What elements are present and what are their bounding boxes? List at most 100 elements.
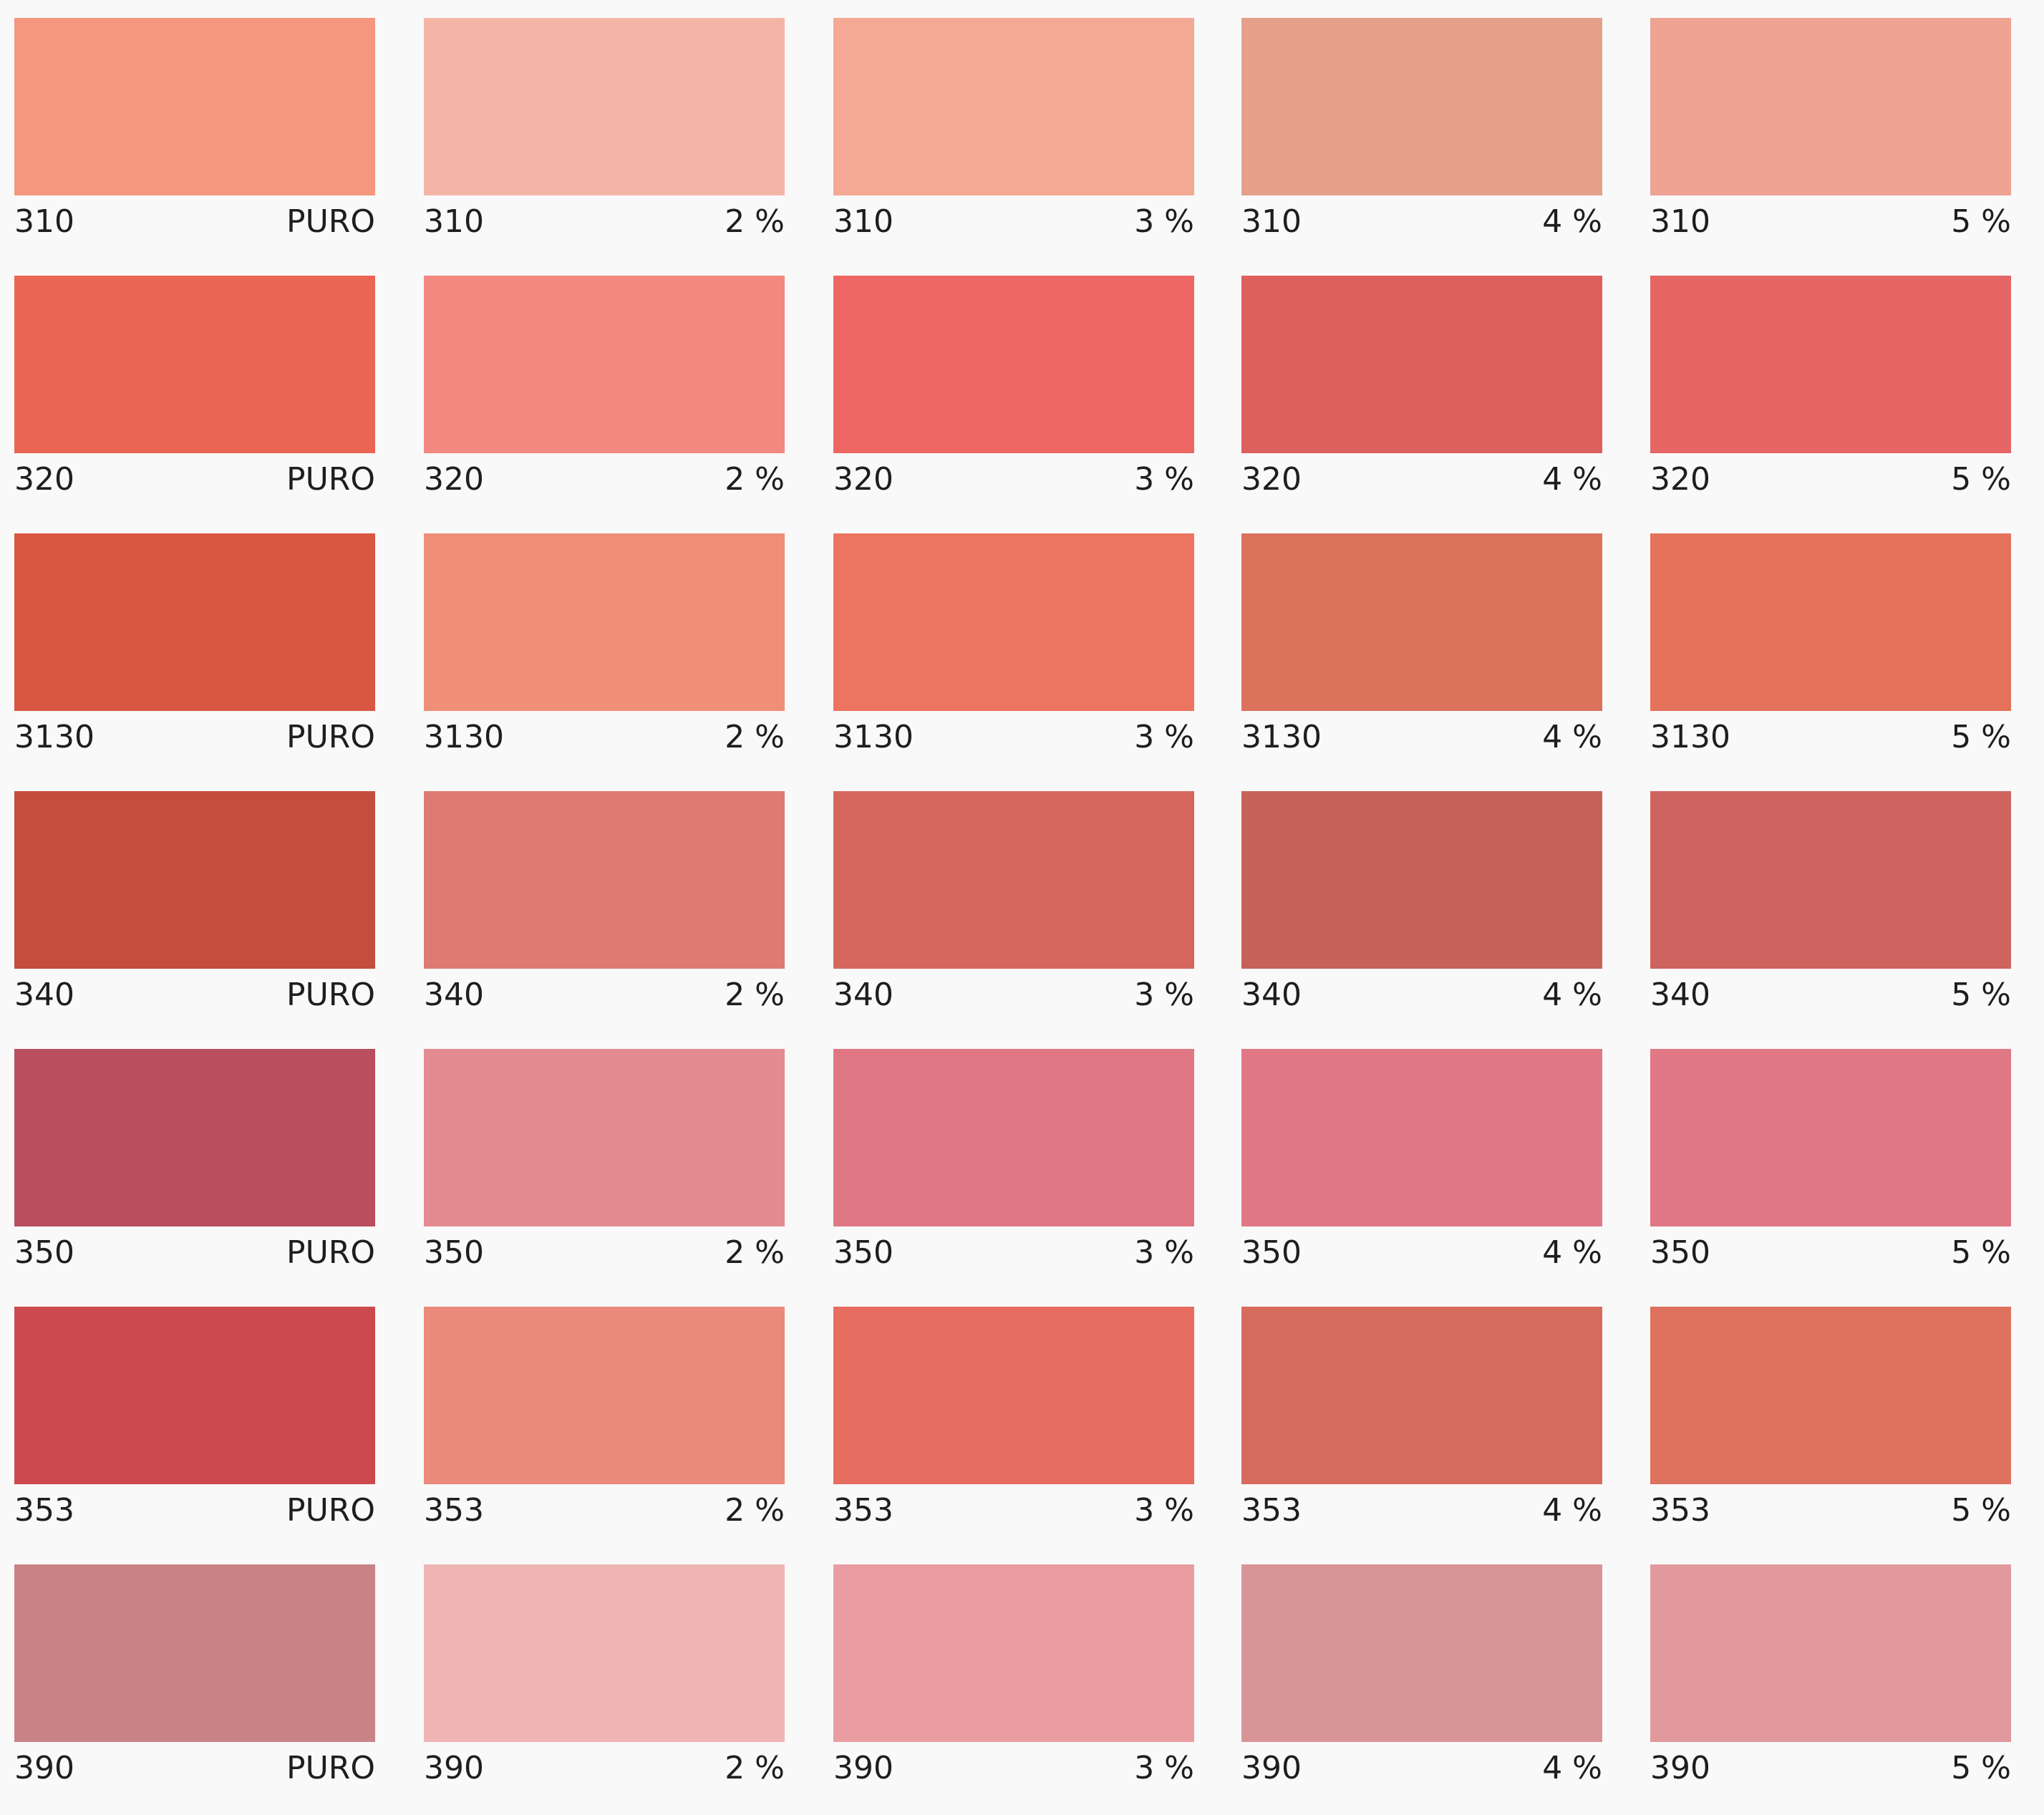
swatch-card: 3130 5 %: [1650, 533, 2011, 755]
dilution-label: PURO: [286, 1234, 375, 1271]
swatch-card: 3130 PURO: [14, 533, 375, 755]
swatch: [1650, 1049, 2011, 1226]
swatch: [833, 791, 1194, 969]
swatch-labels: 353 2 %: [424, 1493, 785, 1529]
swatch: [14, 1564, 375, 1742]
swatch-labels: 353 5 %: [1650, 1493, 2011, 1529]
swatch-card: 390 5 %: [1650, 1564, 2011, 1786]
swatch-card: 390 3 %: [833, 1564, 1194, 1786]
swatch-labels: 3130 2 %: [424, 720, 785, 755]
dilution-label: PURO: [286, 1492, 375, 1529]
dilution-label: 4 %: [1542, 461, 1602, 498]
swatch: [1650, 276, 2011, 453]
swatch-card: 320 5 %: [1650, 276, 2011, 498]
swatch-labels: 320 2 %: [424, 462, 785, 498]
swatch: [833, 276, 1194, 453]
swatch-card: 350 5 %: [1650, 1049, 2011, 1271]
color-code: 350: [424, 1234, 484, 1271]
dilution-label: 4 %: [1542, 977, 1602, 1013]
swatch-labels: 3130 3 %: [833, 720, 1194, 755]
swatch-labels: 390 PURO: [14, 1751, 375, 1786]
dilution-label: 5 %: [1951, 719, 2011, 755]
dilution-label: 2 %: [725, 1492, 785, 1529]
color-code: 390: [14, 1750, 74, 1786]
swatch: [1241, 533, 1602, 711]
swatch-card: 310 PURO: [14, 18, 375, 240]
dilution-label: 5 %: [1951, 1492, 2011, 1529]
swatch: [1241, 1564, 1602, 1742]
swatch-labels: 340 5 %: [1650, 977, 2011, 1013]
swatch-card: 353 PURO: [14, 1307, 375, 1529]
color-code: 310: [1650, 203, 1710, 240]
color-code: 3130: [1650, 719, 1730, 755]
swatch-labels: 320 3 %: [833, 462, 1194, 498]
swatch-labels: 390 4 %: [1241, 1751, 1602, 1786]
swatch-labels: 350 PURO: [14, 1235, 375, 1271]
swatch: [1241, 276, 1602, 453]
swatch-card: 320 PURO: [14, 276, 375, 498]
dilution-label: PURO: [286, 977, 375, 1013]
dilution-label: 4 %: [1542, 1492, 1602, 1529]
swatch-card: 353 5 %: [1650, 1307, 2011, 1529]
swatch-card: 353 2 %: [424, 1307, 785, 1529]
dilution-label: 5 %: [1951, 1750, 2011, 1786]
swatch: [1650, 1307, 2011, 1484]
swatch-labels: 3130 PURO: [14, 720, 375, 755]
dilution-label: 5 %: [1951, 977, 2011, 1013]
color-code: 3130: [424, 719, 504, 755]
swatch-card: 340 PURO: [14, 791, 375, 1013]
swatch-card: 390 PURO: [14, 1564, 375, 1786]
color-code: 350: [833, 1234, 893, 1271]
swatch-labels: 3130 4 %: [1241, 720, 1602, 755]
swatch: [833, 533, 1194, 711]
swatch: [14, 276, 375, 453]
swatch-card: 340 3 %: [833, 791, 1194, 1013]
color-code: 3130: [14, 719, 95, 755]
color-code: 310: [424, 203, 484, 240]
swatch-labels: 350 2 %: [424, 1235, 785, 1271]
dilution-label: 3 %: [1134, 461, 1194, 498]
dilution-label: 3 %: [1134, 719, 1194, 755]
dilution-label: 3 %: [1134, 1234, 1194, 1271]
swatch: [14, 1307, 375, 1484]
dilution-label: 2 %: [725, 1234, 785, 1271]
dilution-label: 3 %: [1134, 203, 1194, 240]
swatch-labels: 353 3 %: [833, 1493, 1194, 1529]
color-code: 320: [1241, 461, 1302, 498]
swatch: [1241, 18, 1602, 195]
swatch-labels: 390 3 %: [833, 1751, 1194, 1786]
swatch-card: 310 2 %: [424, 18, 785, 240]
swatch-labels: 350 5 %: [1650, 1235, 2011, 1271]
swatch: [1241, 791, 1602, 969]
swatch-labels: 310 3 %: [833, 204, 1194, 240]
dilution-label: 5 %: [1951, 1234, 2011, 1271]
color-code: 320: [14, 461, 74, 498]
color-code: 350: [1650, 1234, 1710, 1271]
swatch: [424, 1564, 785, 1742]
color-code: 3130: [833, 719, 914, 755]
color-code: 320: [1650, 461, 1710, 498]
color-code: 320: [424, 461, 484, 498]
swatch-labels: 340 2 %: [424, 977, 785, 1013]
swatch-card: 3130 2 %: [424, 533, 785, 755]
swatch-card: 310 4 %: [1241, 18, 1602, 240]
swatch-labels: 340 PURO: [14, 977, 375, 1013]
dilution-label: 4 %: [1542, 203, 1602, 240]
swatch: [424, 791, 785, 969]
dilution-label: 3 %: [1134, 1750, 1194, 1786]
swatch-card: 350 3 %: [833, 1049, 1194, 1271]
swatch-labels: 3130 5 %: [1650, 720, 2011, 755]
swatch-card: 390 2 %: [424, 1564, 785, 1786]
dilution-label: 2 %: [725, 1750, 785, 1786]
swatch-labels: 340 3 %: [833, 977, 1194, 1013]
swatch: [14, 18, 375, 195]
dilution-label: 3 %: [1134, 1492, 1194, 1529]
swatch: [424, 276, 785, 453]
swatch-labels: 310 PURO: [14, 204, 375, 240]
swatch-labels: 340 4 %: [1241, 977, 1602, 1013]
swatch: [833, 18, 1194, 195]
swatch: [1650, 791, 2011, 969]
swatch-labels: 350 4 %: [1241, 1235, 1602, 1271]
color-code: 353: [1241, 1492, 1302, 1529]
swatch-labels: 310 4 %: [1241, 204, 1602, 240]
